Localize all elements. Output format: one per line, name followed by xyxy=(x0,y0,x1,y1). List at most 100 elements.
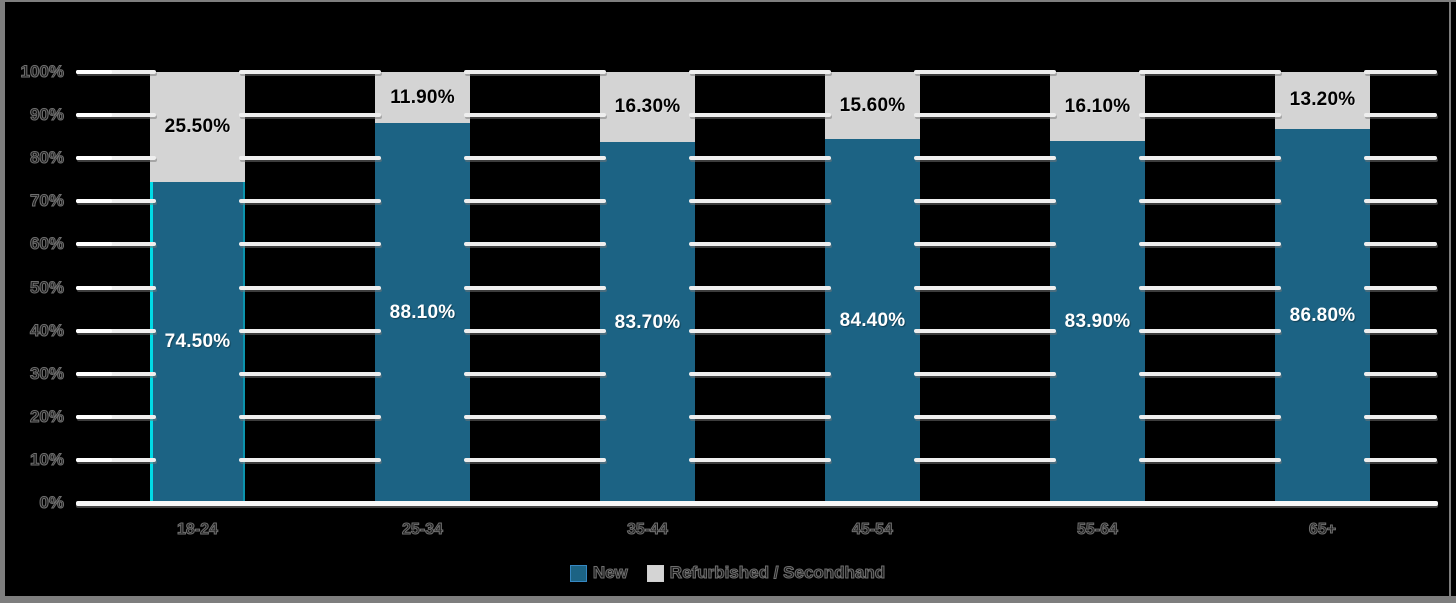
bar-value-label: 83.70% xyxy=(614,311,681,333)
frame-border-bottom xyxy=(0,596,1456,603)
gridline xyxy=(689,371,831,376)
gridline xyxy=(239,242,381,247)
chart-legend: New Refurbished / Secondhand xyxy=(0,561,1456,585)
gridline xyxy=(239,199,381,204)
gridline xyxy=(464,285,606,290)
bar-value-label: 83.90% xyxy=(1064,311,1131,333)
gridline xyxy=(76,457,156,462)
y-axis-tick-label: 70% xyxy=(29,191,64,211)
gridline xyxy=(1364,371,1437,376)
gridline xyxy=(914,371,1056,376)
gridline xyxy=(1364,199,1437,204)
gridline xyxy=(239,457,381,462)
gridline xyxy=(239,328,381,333)
x-axis-category-label: 65+ xyxy=(1308,521,1337,539)
bar-value-label: 84.40% xyxy=(839,310,906,332)
y-axis-tick-label: 30% xyxy=(29,363,64,383)
frame-border-top xyxy=(0,0,1456,2)
legend-label-new: New xyxy=(592,563,628,583)
frame-border-left xyxy=(0,0,5,603)
bar-value-label: 11.90% xyxy=(390,86,455,108)
gridline xyxy=(76,414,156,419)
bar-value-label: 86.80% xyxy=(1289,304,1356,326)
gridline xyxy=(1139,414,1281,419)
gridline xyxy=(689,457,831,462)
plot-area: 74.50% 25.50% 88.10% 11.90% 83.70% 16.30% 84.4… xyxy=(85,72,1435,503)
gridline xyxy=(914,285,1056,290)
axis-tick xyxy=(76,457,112,462)
bar-value-label: 74.50% xyxy=(164,331,231,353)
gridline xyxy=(76,242,156,247)
gridline xyxy=(1139,70,1281,74)
legend-item-refurbished: Refurbished / Secondhand xyxy=(647,563,886,583)
gridline xyxy=(1364,285,1437,290)
gridline xyxy=(1139,242,1281,247)
y-axis-tick-label: 60% xyxy=(29,234,64,254)
gridline xyxy=(464,371,606,376)
x-axis-category-label: 45-54 xyxy=(852,521,894,539)
y-axis-tick-label: 50% xyxy=(29,277,64,297)
bar-segment-refurbished: 16.30% xyxy=(600,72,695,143)
legend-label-refurbished: Refurbished / Secondhand xyxy=(669,563,886,583)
gridline xyxy=(1364,457,1437,462)
gridline xyxy=(76,371,156,376)
bar-segment-refurbished: 25.50% xyxy=(150,72,245,182)
gridline xyxy=(1139,285,1281,290)
gridline xyxy=(689,414,831,419)
gridline xyxy=(1139,328,1281,333)
gridline xyxy=(914,328,1056,333)
gridline xyxy=(914,414,1056,419)
gridline xyxy=(1139,199,1281,204)
bar-segment-new: 86.80% xyxy=(1275,128,1370,503)
bar-segment-new: 88.10% xyxy=(375,123,470,503)
bar-segment-refurbished: 11.90% xyxy=(375,72,470,124)
bar-value-label: 16.30% xyxy=(614,96,681,118)
gridline xyxy=(239,371,381,376)
bar-value-label: 88.10% xyxy=(389,302,456,324)
axis-tick xyxy=(76,371,112,376)
y-axis-tick-label: 0% xyxy=(39,493,65,513)
gridline xyxy=(76,328,156,333)
gridline xyxy=(1364,328,1437,333)
bar-value-label: 25.50% xyxy=(164,115,231,137)
gridline xyxy=(464,242,606,247)
bar-segment-new: 84.40% xyxy=(825,139,920,503)
y-axis-tick-label: 100% xyxy=(20,62,64,82)
gridline xyxy=(76,285,156,290)
axis-tick xyxy=(76,113,112,118)
legend-swatch-refurbished xyxy=(647,565,663,581)
x-axis-baseline xyxy=(76,501,1438,506)
gridline xyxy=(464,414,606,419)
gridline xyxy=(1364,70,1437,74)
gridline xyxy=(914,199,1056,204)
gridline xyxy=(1139,371,1281,376)
gridline xyxy=(76,156,156,161)
axis-tick xyxy=(76,156,112,161)
gridline xyxy=(1364,156,1437,161)
legend-item-new: New xyxy=(570,563,628,583)
y-axis-tick-label: 90% xyxy=(29,105,64,125)
axis-tick xyxy=(76,242,112,247)
gridline xyxy=(689,113,831,118)
gridline xyxy=(689,199,831,204)
gridline xyxy=(239,156,381,161)
bar-segment-new: 74.50% xyxy=(150,181,245,503)
gridline xyxy=(76,113,156,118)
gridline xyxy=(914,70,1056,74)
bar-segment-new: 83.70% xyxy=(600,142,695,503)
bar-45-54: 84.40% 15.60% xyxy=(825,72,920,503)
gridline xyxy=(464,113,606,118)
legend-swatch-new xyxy=(570,565,586,581)
bar-segment-refurbished: 13.20% xyxy=(1275,72,1370,129)
gridline xyxy=(689,285,831,290)
gridline xyxy=(1139,156,1281,161)
gridline xyxy=(914,113,1056,118)
axis-tick xyxy=(76,328,112,333)
bar-18-24: 74.50% 25.50% xyxy=(150,72,245,503)
bar-segment-refurbished: 16.10% xyxy=(1050,72,1145,142)
gridline xyxy=(239,285,381,290)
gridline xyxy=(464,328,606,333)
bar-55-64: 83.90% 16.10% xyxy=(1050,72,1145,503)
axis-tick xyxy=(76,285,112,290)
gridline xyxy=(1364,113,1437,118)
